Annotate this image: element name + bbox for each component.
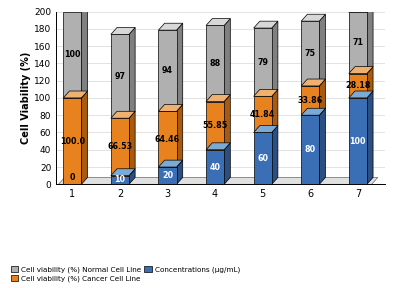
Polygon shape — [301, 86, 319, 115]
Y-axis label: Cell Viability (%): Cell Viability (%) — [21, 52, 31, 144]
Polygon shape — [158, 105, 183, 111]
Polygon shape — [272, 21, 278, 96]
Polygon shape — [158, 167, 176, 184]
Polygon shape — [111, 111, 135, 118]
Polygon shape — [253, 89, 278, 96]
Legend: Cell viability (%) Normal Cell Line, Cell viability (%) Cancer Cell Line, Concen: Cell viability (%) Normal Cell Line, Cel… — [8, 263, 243, 284]
Polygon shape — [301, 115, 319, 184]
Polygon shape — [111, 169, 135, 176]
Text: 55.85: 55.85 — [203, 121, 228, 130]
Polygon shape — [301, 14, 326, 21]
Polygon shape — [63, 98, 81, 184]
Text: 80: 80 — [305, 145, 316, 154]
Text: 97: 97 — [114, 72, 126, 81]
Polygon shape — [319, 79, 326, 115]
Polygon shape — [111, 34, 129, 118]
Polygon shape — [111, 176, 129, 184]
Text: 66.53: 66.53 — [107, 143, 132, 151]
Polygon shape — [349, 12, 367, 73]
Text: 79: 79 — [257, 58, 268, 67]
Polygon shape — [224, 94, 230, 150]
Polygon shape — [253, 21, 278, 28]
Polygon shape — [158, 30, 176, 111]
Polygon shape — [272, 126, 278, 184]
Text: 75: 75 — [305, 49, 316, 58]
Polygon shape — [349, 5, 373, 12]
Polygon shape — [206, 143, 230, 150]
Polygon shape — [111, 27, 135, 34]
Polygon shape — [158, 23, 183, 30]
Polygon shape — [253, 132, 272, 184]
Text: 40: 40 — [210, 162, 221, 172]
Polygon shape — [253, 28, 272, 96]
Polygon shape — [206, 94, 230, 101]
Polygon shape — [158, 160, 183, 167]
Polygon shape — [367, 5, 373, 73]
Polygon shape — [129, 27, 135, 118]
Polygon shape — [301, 108, 326, 115]
Polygon shape — [319, 108, 326, 184]
Text: 94: 94 — [162, 66, 173, 75]
Text: 100: 100 — [64, 50, 81, 59]
Polygon shape — [129, 111, 135, 176]
Polygon shape — [176, 160, 183, 184]
Text: 33.86: 33.86 — [298, 96, 323, 105]
Polygon shape — [367, 91, 373, 184]
Text: 41.84: 41.84 — [250, 110, 275, 119]
Text: 0: 0 — [69, 173, 75, 182]
Polygon shape — [59, 177, 378, 184]
Text: 10: 10 — [114, 175, 126, 185]
Polygon shape — [206, 25, 224, 101]
Polygon shape — [206, 101, 224, 150]
Polygon shape — [367, 67, 373, 98]
Polygon shape — [253, 96, 272, 132]
Polygon shape — [176, 23, 183, 111]
Polygon shape — [253, 126, 278, 132]
Polygon shape — [224, 18, 230, 101]
Polygon shape — [349, 67, 373, 73]
Text: 28.18: 28.18 — [345, 81, 371, 90]
Polygon shape — [349, 91, 373, 98]
Polygon shape — [349, 73, 367, 98]
Polygon shape — [129, 169, 135, 184]
Polygon shape — [111, 118, 129, 176]
Polygon shape — [349, 98, 367, 184]
Text: 71: 71 — [352, 38, 363, 48]
Polygon shape — [81, 91, 87, 184]
Text: 88: 88 — [209, 59, 221, 68]
Polygon shape — [63, 5, 87, 12]
Polygon shape — [63, 91, 87, 98]
Text: 100: 100 — [350, 137, 366, 146]
Text: 100.0: 100.0 — [60, 137, 85, 146]
Polygon shape — [63, 12, 81, 98]
Polygon shape — [206, 150, 224, 184]
Text: 64.46: 64.46 — [155, 135, 180, 144]
Text: 20: 20 — [162, 171, 173, 180]
Polygon shape — [301, 79, 326, 86]
Polygon shape — [158, 111, 176, 167]
Text: 60: 60 — [257, 154, 268, 163]
Polygon shape — [272, 89, 278, 132]
Polygon shape — [319, 14, 326, 86]
Polygon shape — [81, 5, 87, 98]
Polygon shape — [206, 18, 230, 25]
Polygon shape — [176, 105, 183, 167]
Polygon shape — [224, 143, 230, 184]
Polygon shape — [301, 21, 319, 86]
